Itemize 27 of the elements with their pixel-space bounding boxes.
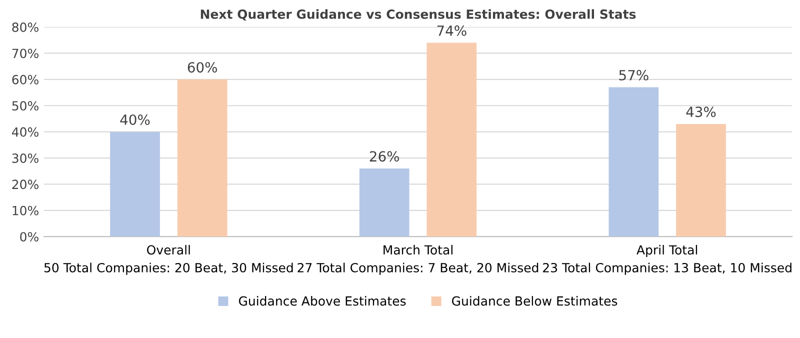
bar xyxy=(676,124,726,237)
x-tick-label: Overall 50 Total Companies: 20 Beat, 30 Missed xyxy=(44,244,293,275)
data-label: 60% xyxy=(188,62,217,73)
bar xyxy=(110,132,160,237)
y-tick-label: 40% xyxy=(12,127,38,137)
y-tick-label: 30% xyxy=(12,153,38,163)
y-tick-label: 20% xyxy=(12,180,38,190)
legend-label: Guidance Below Estimates xyxy=(452,296,618,306)
bar xyxy=(608,87,659,237)
y-tick-label: 0% xyxy=(20,232,38,242)
y-tick-label: 70% xyxy=(12,48,38,58)
y-tick-label: 80% xyxy=(12,22,38,32)
data-label: 74% xyxy=(437,25,466,36)
bar xyxy=(177,79,228,237)
chart-title: Next Quarter Guidance vs Consensus Estimates: Overall Stats xyxy=(200,9,636,21)
y-tick-label: 10% xyxy=(12,206,38,216)
data-label: 57% xyxy=(619,70,648,80)
legend-label: Guidance Above Estimates xyxy=(238,296,406,306)
y-tick-label: 50% xyxy=(12,101,38,111)
x-tick-label: March Total 27 Total Companies: 7 Beat, 20 Missed xyxy=(298,244,538,275)
x-tick-label: April Total 23 Total Companies: 13 Beat, 10 Missed xyxy=(543,244,792,275)
bar xyxy=(359,168,410,237)
data-label: 26% xyxy=(370,151,400,162)
data-label: 43% xyxy=(686,106,716,118)
data-label: 40% xyxy=(120,114,150,125)
y-tick-label: 60% xyxy=(12,74,38,84)
bar xyxy=(426,42,477,237)
